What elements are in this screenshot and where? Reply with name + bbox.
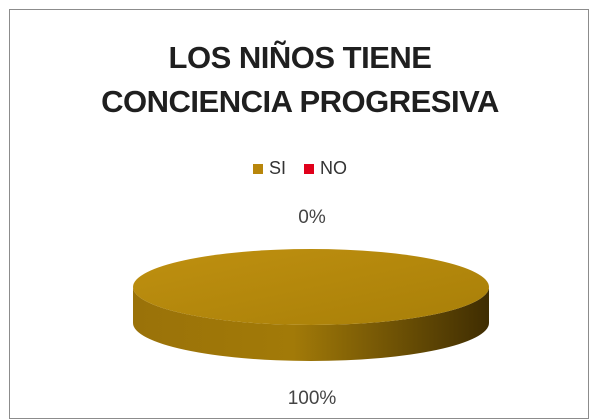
chart-legend: SI NO	[0, 158, 600, 179]
pie-slice-si-side	[133, 287, 489, 361]
legend-label-no: NO	[320, 158, 347, 178]
legend-item-no: NO	[304, 158, 347, 179]
data-label-no: 0%	[298, 207, 326, 228]
legend-item-si: SI	[252, 158, 286, 179]
pie-slice-si	[133, 249, 489, 325]
chart-title-line-2: CONCIENCIA PROGRESIVA	[101, 84, 499, 119]
legend-label-si: SI	[268, 158, 286, 178]
chart-title: LOS NIÑOS TIENE CONCIENCIA PROGRESIVA	[0, 36, 600, 124]
chart-title-line-1: LOS NIÑOS TIENE	[168, 40, 432, 75]
legend-swatch-si	[252, 163, 263, 174]
data-label-si: 100%	[288, 388, 337, 409]
legend-swatch-no	[304, 163, 314, 174]
